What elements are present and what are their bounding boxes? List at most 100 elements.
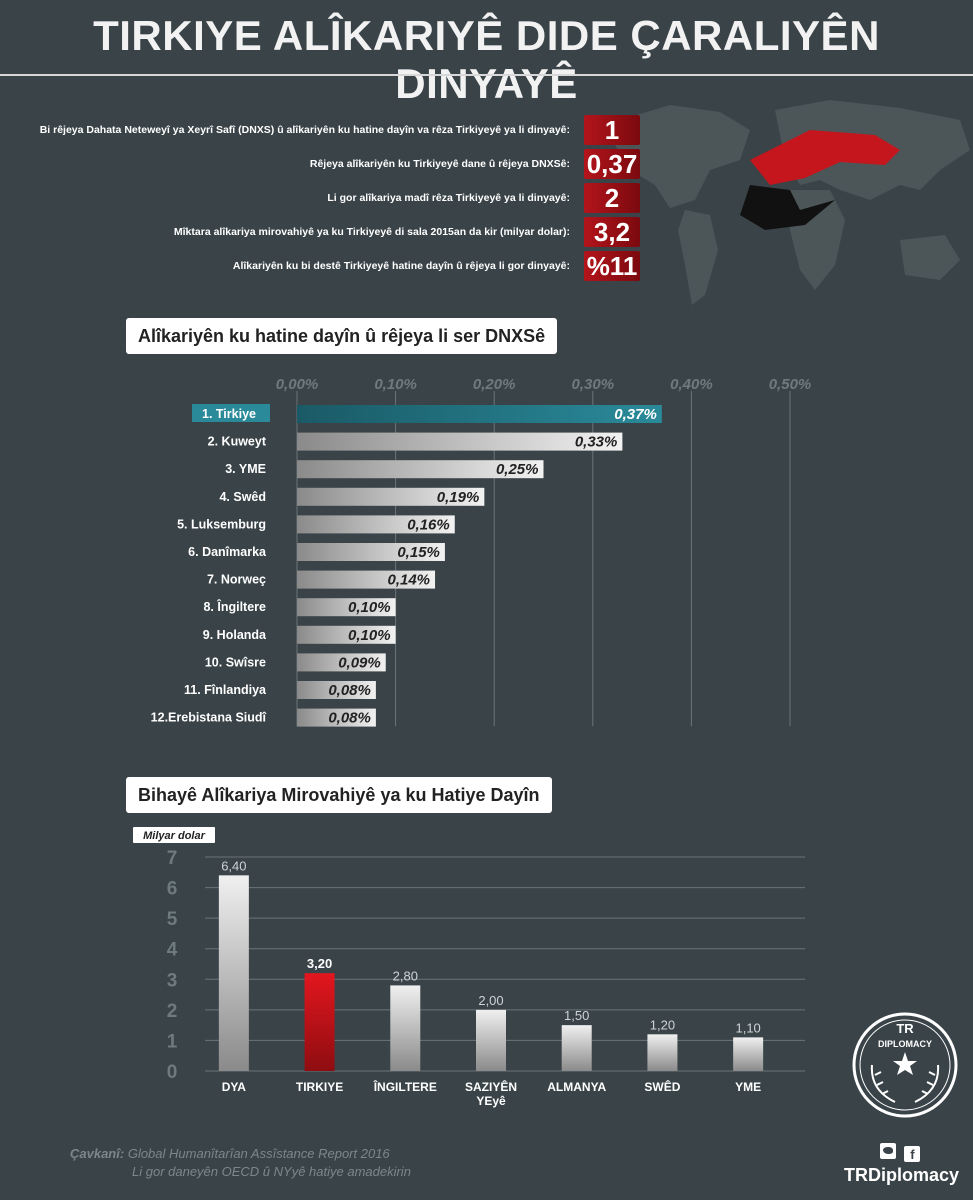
bar	[297, 405, 662, 423]
x-tick-label: 0,10%	[374, 376, 417, 393]
bar	[647, 1034, 678, 1071]
category-label: 11. Fînlandiya	[184, 683, 267, 697]
bar-value-label: 1,50	[564, 1008, 589, 1023]
logo-top-text: TR	[896, 1021, 914, 1036]
page-title: TIRKIYE ALÎKARIYÊ DIDE ÇARALIYÊN DINYAYÊ	[93, 12, 880, 107]
bar-value-label: 0,37%	[614, 406, 657, 423]
social-icons: f	[880, 1143, 921, 1164]
y-tick-label: 2	[167, 1001, 178, 1022]
category-label: DYA	[222, 1080, 247, 1094]
category-label: TIRKIYE	[296, 1080, 343, 1094]
bar	[297, 625, 396, 644]
y-axis-label-box	[133, 827, 215, 843]
bar	[304, 973, 335, 1071]
bar	[297, 460, 544, 479]
stat-row-amount: Mîktara alîkariya mirovahiyê ya ku Tirki…	[0, 217, 640, 249]
bar-value-label: 0,08%	[328, 710, 371, 727]
bar-value-label: 0,16%	[407, 516, 450, 533]
stat-value: 0,37	[584, 149, 640, 179]
bar-value-label: 0,10%	[348, 627, 391, 644]
x-tick-label: 0,30%	[572, 376, 615, 393]
stat-row-material-rank: Li gor alîkariya madî rêza Tirkiyeyê ya …	[0, 183, 640, 215]
source-text: Global Humanîtarîan Assîstance Report 20…	[127, 1146, 390, 1161]
bar	[297, 681, 376, 699]
y-tick-label: 6	[167, 879, 178, 900]
y-axis-label: Milyar dolar	[143, 830, 205, 842]
stat-label: Mîktara alîkariya mirovahiyê ya ku Tirki…	[173, 226, 570, 238]
category-label: YEyê	[476, 1094, 506, 1108]
title-divider	[0, 74, 973, 76]
bar-value-label: 1,10	[735, 1020, 760, 1035]
category-label: SWÊD	[644, 1079, 680, 1094]
x-tick-label: 0,40%	[670, 376, 713, 393]
bar-value-label: 0,19%	[437, 489, 480, 506]
bar	[561, 1025, 592, 1071]
category-label: 5. Luksemburg	[177, 517, 266, 531]
category-label: SAZIYÊN	[465, 1079, 517, 1094]
star-icon	[893, 1052, 917, 1075]
stat-row-gni-ratio: Rêjeya alîkariyên ku Tirkiyeyê dane û rê…	[0, 149, 640, 181]
category-label: ÎNGILTERE	[373, 1079, 437, 1094]
bar-value-label: 1,20	[650, 1017, 675, 1032]
horizontal-bar-chart: 0,00% 0,10% 0,20% 0,30% 0,40% 0,50% 1. Tirkiye…	[151, 376, 811, 727]
vertical-bar-chart: Milyar dolar 0 1 2 3 4 5 6 7 6,40 DYA 3,20 TIRKIYE 2,…	[133, 827, 805, 1108]
stat-label: Rêjeya alîkariyên ku Tirkiyeyê dane û rê…	[309, 158, 570, 170]
stat-label: Alîkariyên ku bi destê Tirkiyeyê hatine …	[232, 260, 570, 272]
y-tick-label: 4	[167, 940, 178, 961]
y-tick-label: 1	[167, 1031, 178, 1052]
stat-row-rank: Bi rêjeya Dahata Neteweyî ya Xeyrî Safî …	[0, 115, 640, 147]
category-label: 4. Swêd	[219, 490, 266, 504]
y-tick-label: 7	[167, 848, 178, 869]
bar-value-label: 2,00	[478, 993, 503, 1008]
source-note: Çavkanî: Global Humanîtarîan Assîstance …	[70, 1145, 411, 1181]
x-tick-label: 0,20%	[473, 376, 516, 393]
stat-value: 2	[584, 183, 640, 213]
bar-value-label: 0,33%	[575, 434, 618, 451]
bar	[297, 653, 386, 672]
y-tick-label: 5	[167, 909, 178, 930]
stat-value: 1	[584, 115, 640, 145]
stat-label: Bi rêjeya Dahata Neteweyî ya Xeyrî Safî …	[39, 124, 570, 136]
source-label: Çavkanî:	[70, 1146, 125, 1161]
category-label: 6. Danîmarka	[188, 545, 267, 559]
category-label: ALMANYA	[547, 1080, 606, 1094]
world-map-icon	[615, 100, 970, 305]
x-tick-label: 0,00%	[276, 376, 319, 393]
logo-ring-text: DIPLOMACY	[878, 1039, 932, 1049]
bar	[218, 875, 249, 1071]
bar-value-label: 0,09%	[338, 654, 381, 671]
category-label: 12.Erebistana Siudî	[151, 711, 267, 725]
chart-title-aid: Bihayê Alîkariya Mirovahiyê ya ku Hatiye…	[126, 777, 552, 813]
stat-value: %11	[584, 251, 640, 281]
category-label: YME	[735, 1080, 761, 1094]
bar	[390, 985, 421, 1071]
trdiplomacy-logo: TR DIPLOMACY	[852, 1012, 958, 1118]
stat-label: Li gor alîkariya madî rêza Tirkiyeyê ya …	[327, 192, 570, 204]
bar	[297, 487, 485, 506]
bar	[733, 1037, 764, 1071]
category-label: 9. Holanda	[203, 628, 267, 642]
category-label: 8. Îngiltere	[203, 599, 266, 614]
bar-value-label: 0,15%	[397, 544, 440, 561]
facebook-icon[interactable]: f	[904, 1146, 921, 1162]
brand-name: TRDiplomacy	[844, 1165, 960, 1185]
category-label: 2. Kuweyt	[208, 435, 267, 449]
category-label: 7. Norweç	[207, 573, 266, 587]
category-label: 3. YME	[225, 462, 266, 476]
bar-value-label: 0,08%	[328, 682, 371, 699]
bar	[297, 570, 436, 589]
y-tick-label: 0	[167, 1062, 178, 1083]
bar	[297, 515, 455, 534]
stat-row-share: Alîkariyên ku bi destê Tirkiyeyê hatine …	[0, 251, 640, 283]
twitter-icon[interactable]	[880, 1143, 896, 1159]
source-subnote: Li gor daneyên OECD û NYyê hatiye amadek…	[132, 1164, 411, 1179]
bar-value-label: 3,20	[307, 956, 332, 971]
y-tick-label: 3	[167, 970, 178, 991]
bar	[297, 708, 376, 727]
bar	[297, 598, 396, 617]
hands-icon	[740, 130, 900, 230]
category-label: 1. Tirkiye	[202, 407, 256, 421]
bar-value-label: 0,10%	[348, 599, 391, 616]
bar-value-label: 0,14%	[387, 572, 430, 589]
category-label: 10. Swîsre	[205, 655, 266, 669]
